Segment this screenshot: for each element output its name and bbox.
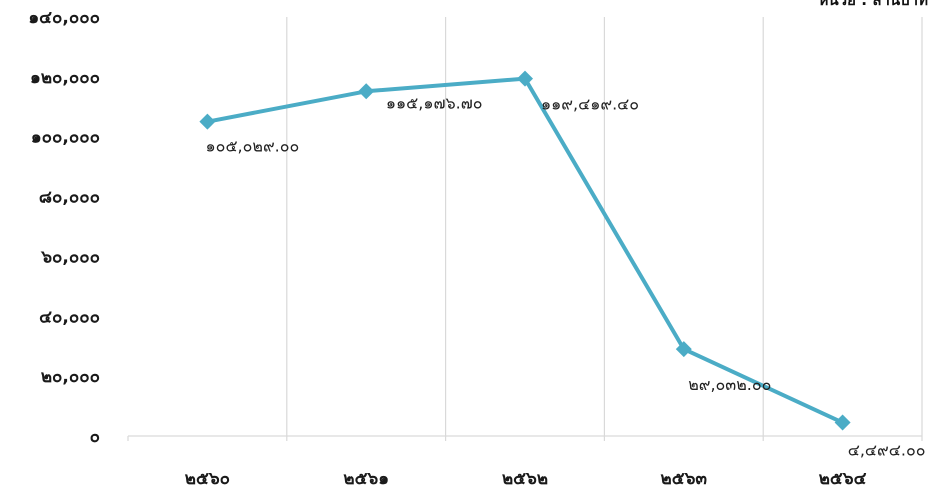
data-point bbox=[199, 113, 216, 130]
x-tick-label: ๒๕๖๓ bbox=[661, 469, 708, 486]
grid bbox=[286, 17, 923, 436]
x-tick-label: ๒๕๖๐ bbox=[185, 469, 230, 486]
x-axis-ticks: ๒๕๖๐ ๒๕๖๑ ๒๕๖๒ ๒๕๖๓ ๒๕๖๔ bbox=[185, 469, 867, 486]
axes bbox=[127, 435, 923, 441]
data-point bbox=[675, 341, 692, 358]
data-point bbox=[358, 83, 375, 100]
x-tick-label: ๒๕๖๒ bbox=[502, 469, 548, 486]
data-label: ๔,๔๙๔.๐๐ bbox=[848, 441, 926, 460]
series bbox=[199, 70, 851, 431]
y-axis-ticks: ๐ ๒๐,๐๐๐ ๔๐,๐๐๐ ๖๐,๐๐๐ ๘๐,๐๐๐ ๑๐๐,๐๐๐ ๑๒๐,๐๐๐ ๑… bbox=[28, 8, 100, 447]
unit-label: หน่วย : ล้านบาท bbox=[819, 0, 929, 9]
data-label: ๑๑๙,๔๑๙.๔๐ bbox=[541, 95, 639, 114]
x-tick-label: ๒๕๖๔ bbox=[819, 469, 867, 486]
data-point bbox=[834, 414, 851, 431]
y-tick-label: ๖๐,๐๐๐ bbox=[40, 247, 100, 267]
y-tick-label: ๑๐๐,๐๐๐ bbox=[31, 128, 100, 148]
x-tick-label: ๒๕๖๑ bbox=[343, 469, 389, 486]
data-label: ๒๙,๐๓๒.๐๐ bbox=[688, 375, 771, 394]
y-tick-label: ๔๐,๐๐๐ bbox=[39, 307, 100, 327]
y-tick-label: ๐ bbox=[90, 427, 100, 447]
data-label: ๑๐๕,๐๒๙.๐๐ bbox=[206, 137, 300, 156]
data-labels: ๑๐๕,๐๒๙.๐๐ ๑๑๕,๑๗๖.๗๐ ๑๑๙,๔๑๙.๔๐๒๙,๐๓๒.๐๐๔… bbox=[206, 93, 926, 459]
data-label: ๑๑๕,๑๗๖.๗๐ bbox=[386, 93, 483, 112]
y-tick-label: ๒๐,๐๐๐ bbox=[41, 367, 100, 387]
y-tick-label: ๑๒๐,๐๐๐ bbox=[30, 68, 100, 88]
y-tick-label: ๘๐,๐๐๐ bbox=[39, 188, 100, 208]
series-line bbox=[205, 76, 845, 425]
y-tick-label: ๑๔๐,๐๐๐ bbox=[28, 8, 100, 28]
data-point bbox=[517, 70, 533, 87]
